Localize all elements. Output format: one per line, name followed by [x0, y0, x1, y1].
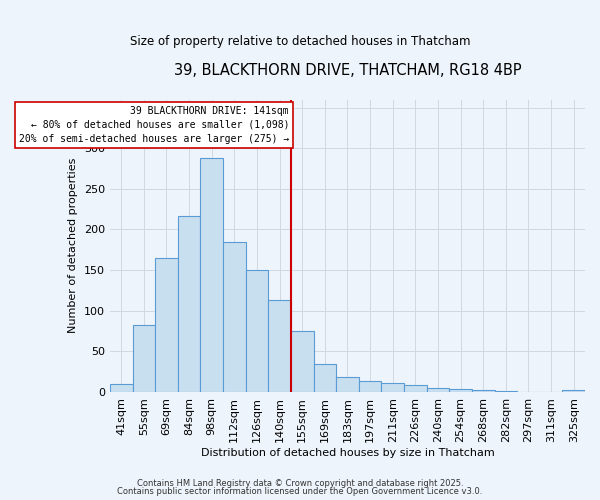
Bar	[382, 383, 404, 392]
Bar	[449, 388, 472, 392]
Bar	[133, 324, 155, 392]
X-axis label: Distribution of detached houses by size in Thatcham: Distribution of detached houses by size …	[200, 448, 494, 458]
Y-axis label: Number of detached properties: Number of detached properties	[68, 158, 79, 334]
Bar	[178, 216, 200, 392]
Title: 39, BLACKTHORN DRIVE, THATCHAM, RG18 4BP: 39, BLACKTHORN DRIVE, THATCHAM, RG18 4BP	[173, 62, 521, 78]
Bar	[268, 300, 291, 392]
Text: 39 BLACKTHORN DRIVE: 141sqm
← 80% of detached houses are smaller (1,098)
20% of : 39 BLACKTHORN DRIVE: 141sqm ← 80% of det…	[19, 106, 289, 144]
Text: Size of property relative to detached houses in Thatcham: Size of property relative to detached ho…	[130, 35, 470, 48]
Bar	[336, 378, 359, 392]
Bar	[314, 364, 336, 392]
Bar	[472, 390, 494, 392]
Bar	[155, 258, 178, 392]
Bar	[200, 158, 223, 392]
Bar	[562, 390, 585, 392]
Text: Contains public sector information licensed under the Open Government Licence v3: Contains public sector information licen…	[118, 487, 482, 496]
Bar	[245, 270, 268, 392]
Bar	[494, 391, 517, 392]
Bar	[359, 382, 382, 392]
Bar	[110, 384, 133, 392]
Bar	[427, 388, 449, 392]
Bar	[291, 331, 314, 392]
Text: Contains HM Land Registry data © Crown copyright and database right 2025.: Contains HM Land Registry data © Crown c…	[137, 478, 463, 488]
Bar	[404, 386, 427, 392]
Bar	[223, 242, 245, 392]
